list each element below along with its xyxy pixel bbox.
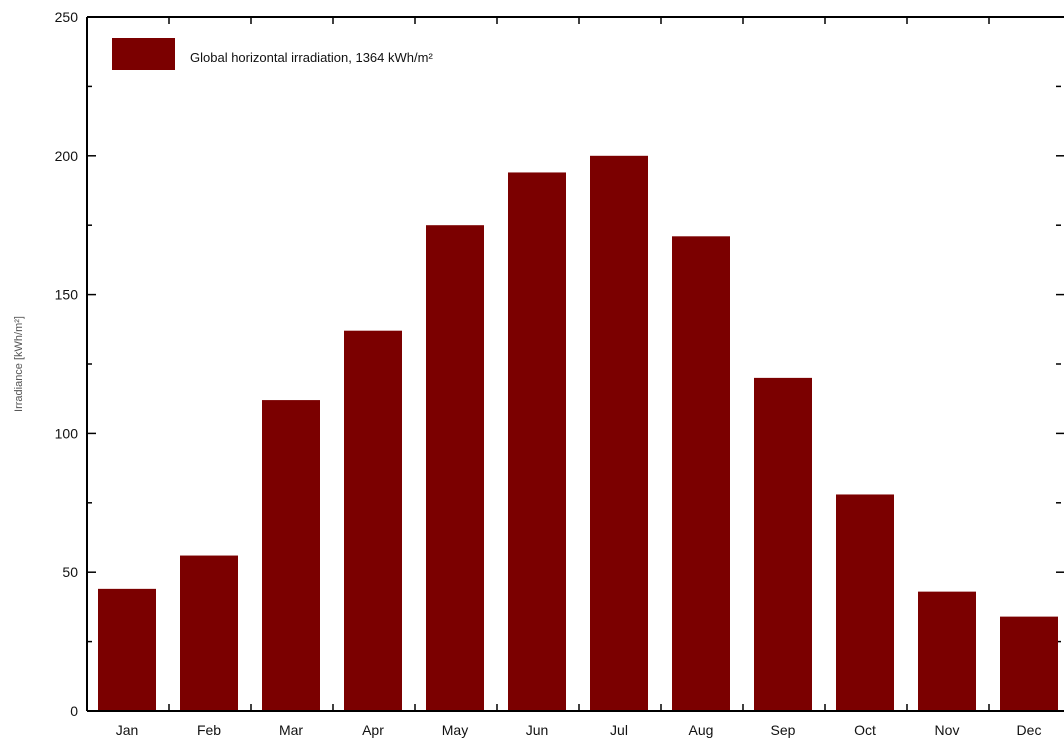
x-tick-label-jul: Jul <box>610 722 628 738</box>
legend-label: Global horizontal irradiation, 1364 kWh/… <box>190 50 433 65</box>
bar-jul <box>590 155 648 712</box>
x-tick-label-sep: Sep <box>771 722 796 738</box>
x-tick-label-jan: Jan <box>116 722 139 738</box>
bar-jun <box>508 172 566 711</box>
x-tick-label-feb: Feb <box>197 722 221 738</box>
x-tick-label-jun: Jun <box>526 722 549 738</box>
bar-nov <box>918 591 976 711</box>
y-tick-label-0: 0 <box>70 703 78 719</box>
bar-may <box>426 225 484 711</box>
legend: Global horizontal irradiation, 1364 kWh/… <box>112 38 433 70</box>
bar-mar <box>262 400 320 711</box>
bar-dec <box>1000 616 1058 711</box>
y-tick-label-200: 200 <box>55 148 79 164</box>
bar-jan <box>98 588 156 711</box>
bar-sep <box>754 377 812 711</box>
y-axis-label: Irradiance [kWh/m²] <box>13 316 25 412</box>
legend-swatch <box>112 38 175 70</box>
x-tick-label-mar: Mar <box>279 722 303 738</box>
y-tick-label-150: 150 <box>55 287 79 303</box>
x-tick-label-may: May <box>442 722 468 738</box>
bar-aug <box>672 236 730 711</box>
bar-oct <box>836 494 894 711</box>
tick-labels: Jan Feb Mar Apr May Jun Jul Aug Sep Oct Nov Dec 0 50 1… <box>55 9 1042 738</box>
x-tick-label-dec: Dec <box>1017 722 1042 738</box>
y-tick-label-100: 100 <box>55 425 79 441</box>
bar-feb <box>180 555 238 711</box>
bar-apr <box>344 330 402 711</box>
y-tick-label-250: 250 <box>55 9 79 25</box>
x-tick-label-aug: Aug <box>689 722 714 738</box>
x-tick-label-apr: Apr <box>362 722 384 738</box>
x-tick-label-nov: Nov <box>935 722 960 738</box>
y-tick-label-50: 50 <box>62 564 78 580</box>
bars <box>98 155 1058 712</box>
x-tick-label-oct: Oct <box>854 722 876 738</box>
